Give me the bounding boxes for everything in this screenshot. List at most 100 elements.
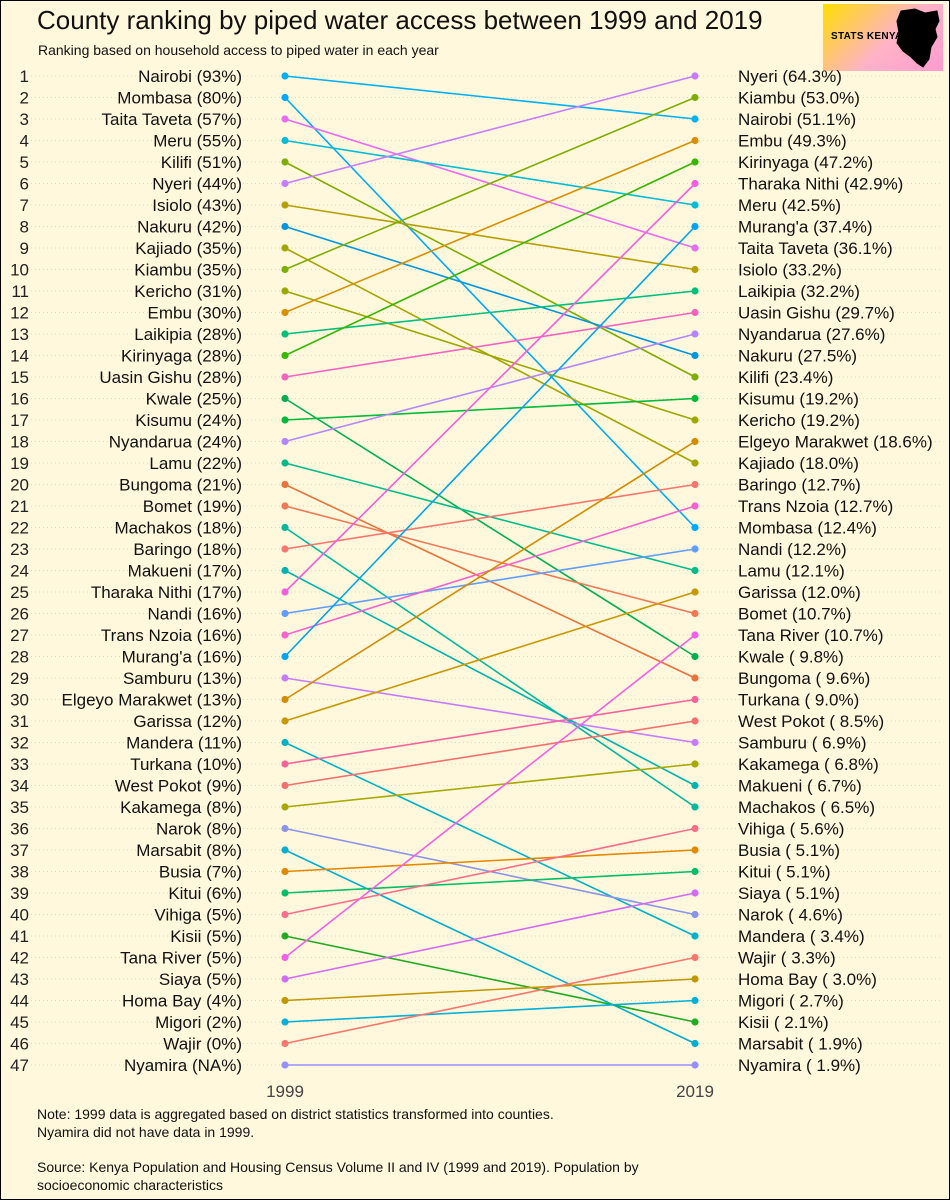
- stats-kenya-logo: STATS KENYA: [823, 4, 943, 71]
- rank-tick-18: 18: [10, 433, 29, 452]
- rank-tick-3: 3: [20, 110, 29, 129]
- kenya-map-icon: [896, 8, 940, 68]
- label-2019-vihiga: Vihiga ( 5.6%): [738, 820, 844, 839]
- label-1999-turkana: Turkana (10%): [130, 755, 242, 774]
- line-kiambu: [284, 96, 696, 271]
- point-1999-narok: [281, 824, 289, 833]
- point-2019-laikipia: [691, 287, 699, 295]
- label-1999-laikipia: Laikipia (28%): [134, 325, 242, 344]
- label-1999-lamu: Lamu (22%): [149, 454, 242, 473]
- line-laikipia: [284, 290, 696, 335]
- label-1999-trans-nzoia: Trans Nzoia (16%): [101, 626, 242, 645]
- label-2019-tana-river: Tana River (10.7%): [738, 626, 884, 645]
- label-2019-mandera: Mandera ( 3.4%): [738, 927, 865, 946]
- label-2019-bomet: Bomet (10.7%): [738, 605, 851, 624]
- label-2019-elgeyo-marakwet: Elgeyo Marakwet (18.6%): [738, 433, 933, 452]
- label-1999-homa-bay: Homa Bay (4%): [122, 992, 242, 1011]
- label-1999-baringo: Baringo (18%): [133, 540, 242, 559]
- label-1999-kitui: Kitui (6%): [168, 884, 242, 903]
- label-2019-nakuru: Nakuru (27.5%): [738, 347, 857, 366]
- source-line-2: socioeconomic characteristics: [37, 1177, 223, 1193]
- line-baringo: [284, 483, 696, 550]
- point-2019-samburu: [691, 738, 699, 747]
- label-1999-nandi: Nandi (16%): [148, 605, 243, 624]
- rank-tick-21: 21: [10, 497, 29, 516]
- label-1999-nairobi: Nairobi (93%): [138, 67, 242, 86]
- point-2019-lamu: [691, 566, 699, 575]
- line-samburu: [284, 677, 696, 744]
- rank-tick-25: 25: [10, 583, 29, 602]
- label-1999-busia: Busia (7%): [159, 863, 242, 882]
- label-2019-makueni: Makueni ( 6.7%): [738, 777, 862, 796]
- rank-tick-40: 40: [10, 906, 29, 925]
- rank-tick-41: 41: [10, 927, 29, 946]
- chart-source: Source: Kenya Population and Housing Cen…: [37, 1158, 639, 1194]
- point-1999-kisii: [281, 932, 289, 940]
- point-2019-uasin-gishu: [691, 308, 699, 317]
- line-isiolo: [284, 204, 696, 271]
- rank-tick-29: 29: [10, 669, 29, 688]
- line-nakuru: [284, 225, 696, 357]
- point-2019-meru: [691, 201, 699, 209]
- point-2019-mombasa: [691, 523, 699, 532]
- point-1999-nyeri: [281, 179, 289, 188]
- point-2019-kwale: [691, 652, 699, 661]
- point-1999-tharaka-nithi: [281, 588, 289, 596]
- label-2019-isiolo: Isiolo (33.2%): [738, 261, 842, 280]
- label-2019-nairobi: Nairobi (51.1%): [738, 110, 856, 129]
- note-line-2: Nyamira did not have data in 1999.: [37, 1124, 255, 1140]
- label-1999-embu: Embu (30%): [148, 304, 242, 323]
- point-1999-meru: [281, 136, 289, 145]
- label-2019-homa-bay: Homa Bay ( 3.0%): [738, 970, 877, 989]
- label-2019-kakamega: Kakamega ( 6.8%): [738, 755, 879, 774]
- line-migori: [284, 999, 696, 1023]
- point-2019-kiambu: [691, 93, 699, 102]
- rank-tick-16: 16: [10, 390, 29, 409]
- line-garissa: [284, 591, 696, 722]
- label-2019-kiambu: Kiambu (53.0%): [738, 89, 860, 108]
- label-2019-bungoma: Bungoma ( 9.6%): [738, 669, 870, 688]
- series-lines: [284, 75, 696, 1066]
- logo-text: STATS KENYA: [831, 31, 903, 42]
- line-wajir: [284, 956, 696, 1045]
- rank-tick-8: 8: [20, 218, 29, 237]
- point-1999-mombasa: [281, 93, 289, 102]
- rank-tick-43: 43: [10, 970, 29, 989]
- trend-line-icon: [904, 22, 930, 48]
- rank-tick-10: 10: [10, 261, 29, 280]
- point-2019-kilifi: [691, 373, 699, 381]
- point-2019-bomet: [691, 609, 699, 618]
- label-1999-west-pokot: West Pokot (9%): [115, 777, 242, 796]
- rank-tick-34: 34: [10, 777, 29, 796]
- point-1999-machakos: [281, 523, 289, 532]
- point-1999-bomet: [281, 502, 289, 510]
- point-1999-vihiga: [281, 910, 289, 919]
- rank-tick-47: 47: [10, 1056, 29, 1075]
- chart-notes: Note: 1999 data is aggregated based on d…: [37, 1105, 554, 1141]
- line-meru: [284, 139, 696, 206]
- line-nandi: [284, 548, 696, 615]
- point-2019-kericho: [691, 416, 699, 424]
- point-1999-kilifi: [281, 158, 289, 166]
- point-1999-turkana: [281, 760, 289, 768]
- line-nairobi: [284, 75, 696, 120]
- x-tick-2019: 2019: [676, 1082, 714, 1101]
- rank-tick-44: 44: [10, 992, 29, 1011]
- label-2019-turkana: Turkana ( 9.0%): [738, 691, 859, 710]
- point-2019-bungoma: [691, 674, 699, 682]
- point-1999-tana-river: [281, 953, 289, 962]
- point-2019-marsabit: [691, 1039, 699, 1048]
- rank-tick-37: 37: [10, 841, 29, 860]
- line-vihiga: [284, 827, 696, 916]
- rank-tick-35: 35: [10, 798, 29, 817]
- label-1999-marsabit: Marsabit (8%): [136, 841, 242, 860]
- rank-tick-23: 23: [10, 540, 29, 559]
- label-1999-isiolo: Isiolo (43%): [152, 196, 242, 215]
- point-1999-elgeyo-marakwet: [281, 695, 289, 704]
- label-1999-kwale: Kwale (25%): [146, 390, 242, 409]
- label-1999-tharaka-nithi: Tharaka Nithi (17%): [91, 583, 242, 602]
- line-bomet: [284, 505, 696, 615]
- line-makueni: [284, 569, 696, 787]
- label-1999-uasin-gishu: Uasin Gishu (28%): [99, 368, 242, 387]
- label-1999-bungoma: Bungoma (21%): [119, 476, 242, 495]
